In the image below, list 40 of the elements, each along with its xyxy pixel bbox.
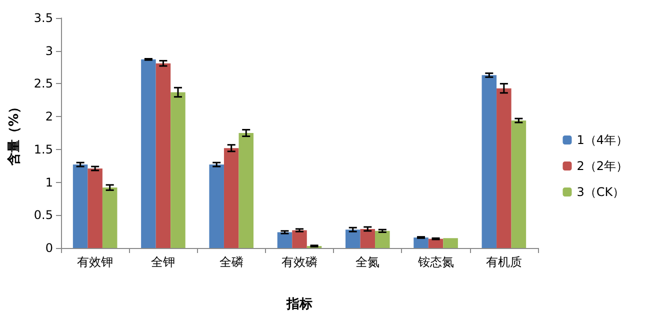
- bar: [345, 230, 360, 248]
- bar: [277, 232, 292, 248]
- y-tick-label: 0.5: [34, 208, 53, 222]
- x-tick-label: 有机质: [486, 255, 522, 269]
- bar: [496, 88, 512, 248]
- bar: [360, 228, 376, 248]
- bar: [141, 59, 156, 248]
- bar: [88, 168, 102, 248]
- bar: [156, 63, 171, 248]
- y-tick-label: 1.5: [34, 142, 53, 156]
- bar: [414, 237, 428, 248]
- bar: [428, 238, 444, 248]
- x-tick-label: 有效磷: [282, 255, 318, 269]
- bar: [292, 230, 307, 248]
- bar: [443, 238, 458, 248]
- bar: [482, 75, 497, 248]
- y-axis-title: 含量（%）: [6, 100, 22, 167]
- x-tick-label: 全钾: [151, 255, 176, 269]
- bar: [238, 133, 254, 248]
- bar: [224, 148, 239, 248]
- x-tick-label: 铵态氮: [416, 255, 454, 269]
- legend-label: 3（CK）: [576, 185, 625, 199]
- y-tick-label: 0: [45, 241, 53, 255]
- y-tick-label: 2.5: [34, 76, 53, 91]
- y-tick-label: 3.5: [34, 11, 53, 25]
- bar: [375, 230, 390, 248]
- y-tick-label: 3: [45, 44, 53, 58]
- x-tick-label: 有效钾: [77, 255, 114, 269]
- bar: [170, 92, 186, 248]
- x-tick-label: 全氮: [356, 255, 380, 269]
- legend-label: 2（2年）: [576, 159, 628, 173]
- x-tick-label: 全磷: [219, 255, 244, 269]
- y-tick-label: 1: [45, 175, 53, 190]
- bar: [209, 164, 224, 248]
- x-axis-title: 指标: [286, 297, 312, 312]
- legend-label: 1（4年）: [576, 133, 628, 147]
- bar: [102, 188, 118, 248]
- bar: [511, 120, 526, 248]
- y-tick-label: 2: [45, 110, 53, 124]
- bar: [72, 164, 88, 248]
